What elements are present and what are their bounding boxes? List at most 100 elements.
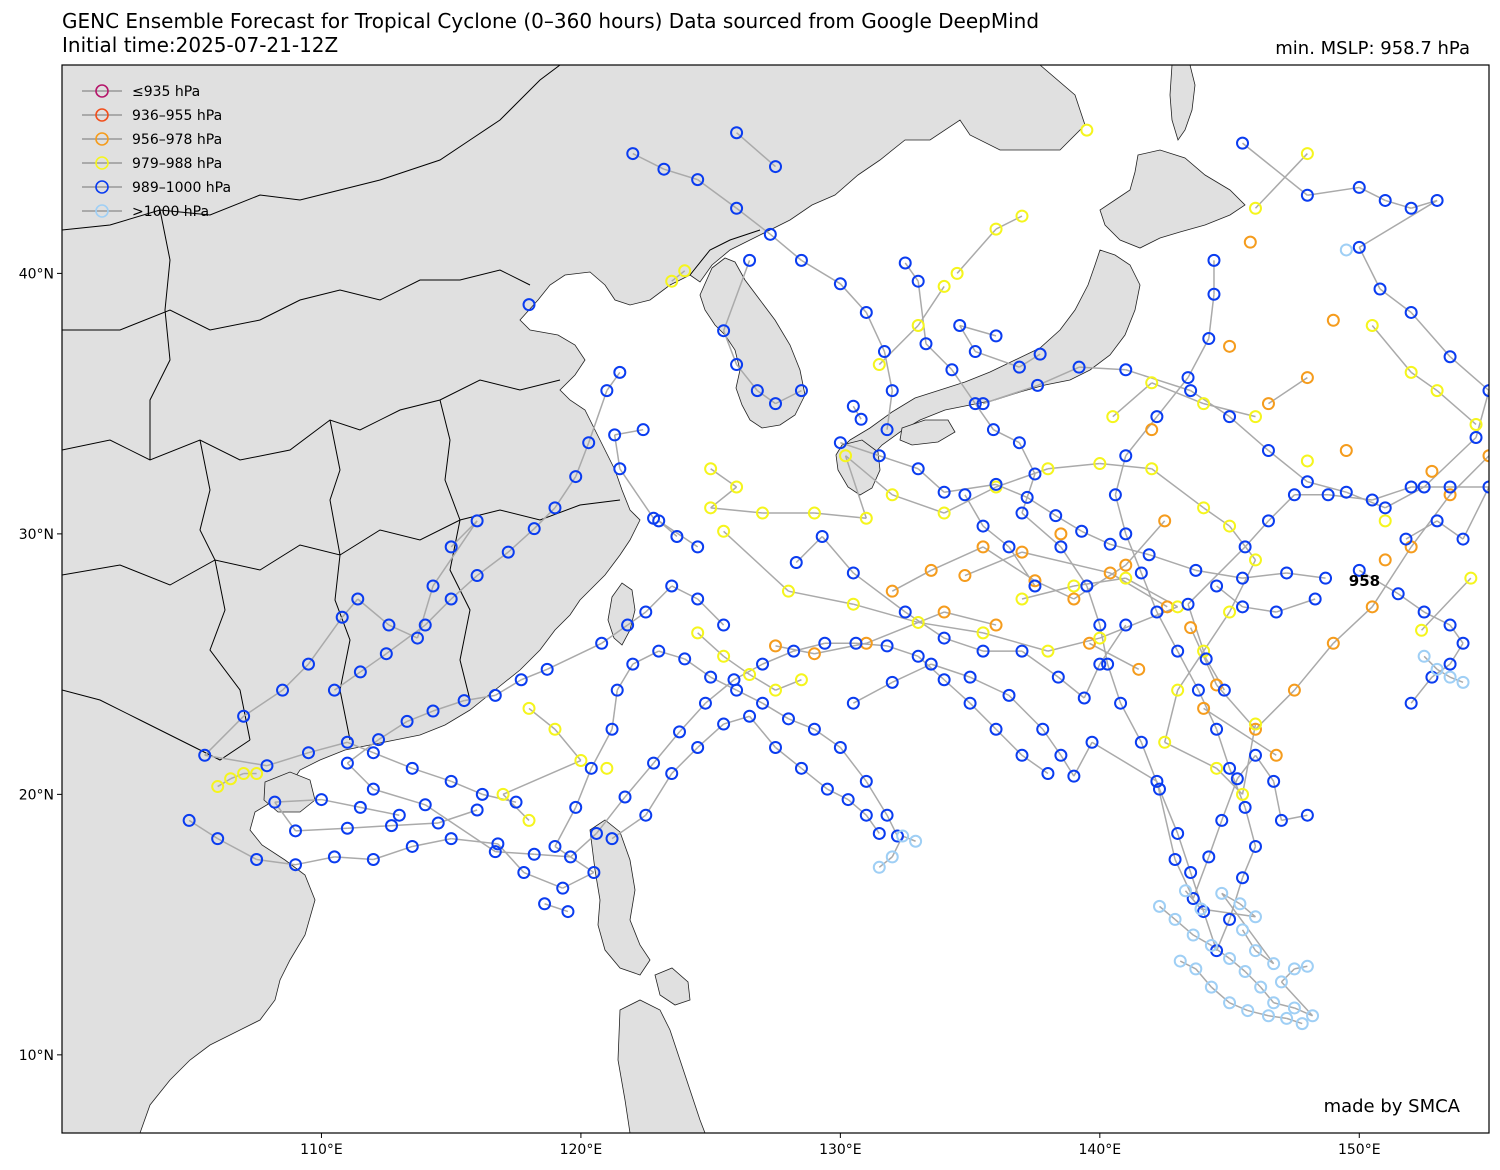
pressure-marker — [1241, 1004, 1255, 1018]
pressure-marker — [937, 279, 951, 293]
track-segment — [1164, 741, 1217, 769]
pressure-marker — [405, 761, 419, 775]
pressure-marker — [1261, 514, 1275, 528]
pressure-marker — [1417, 605, 1431, 619]
pressure-marker — [600, 384, 614, 398]
track-segment — [391, 822, 439, 827]
pressure-marker — [1049, 509, 1063, 523]
pressure-marker — [1210, 579, 1224, 593]
track-segment — [1358, 569, 1399, 595]
pressure-marker — [626, 657, 640, 671]
pressure-marker — [1321, 488, 1335, 502]
pressure-marker — [1093, 457, 1107, 471]
pressure-marker — [1171, 826, 1185, 840]
pressure-marker — [1223, 912, 1237, 926]
track-segment — [951, 369, 976, 405]
track-segment — [1229, 1002, 1249, 1012]
track-segment — [1247, 1009, 1269, 1017]
land-sakhalin — [1169, 65, 1196, 141]
pressure-marker — [522, 298, 536, 312]
pressure-marker — [1036, 722, 1050, 736]
pressure-marker — [833, 277, 847, 291]
pressure-marker — [1287, 1001, 1301, 1015]
pressure-marker — [1197, 397, 1211, 411]
track-segment — [544, 903, 569, 913]
legend-label: ≤935 hPa — [132, 84, 200, 100]
pressure-marker — [769, 397, 782, 411]
track-segment — [658, 520, 699, 548]
land-visayas — [654, 967, 691, 1006]
track-segment — [982, 632, 1049, 652]
pressure-marker — [366, 746, 380, 760]
pressure-marker — [950, 266, 964, 280]
track-segment — [1293, 642, 1334, 691]
track-segment — [1091, 741, 1158, 782]
track-segment — [736, 207, 771, 235]
pressure-marker — [1430, 662, 1444, 676]
pressure-marker — [548, 722, 562, 736]
track-segment — [1159, 905, 1176, 920]
track-segment — [1384, 486, 1425, 509]
track-segment — [865, 780, 888, 816]
pressure-marker — [1267, 957, 1281, 971]
track-segment — [554, 807, 577, 847]
track-segment — [1140, 572, 1158, 613]
track-segment — [1280, 968, 1295, 983]
pressure-marker — [1012, 360, 1026, 374]
pressure-marker — [1150, 410, 1164, 424]
pressure-marker — [1215, 813, 1229, 827]
legend-marker — [95, 84, 109, 98]
track-segment — [1176, 833, 1192, 873]
pressure-marker — [372, 733, 386, 747]
track-segment — [1254, 689, 1295, 730]
pressure-marker — [1339, 444, 1353, 458]
pressure-marker — [730, 201, 744, 215]
track-segment — [1195, 569, 1243, 579]
track-segment — [852, 405, 862, 420]
pressure-marker — [1103, 566, 1117, 580]
pressure-marker — [548, 839, 562, 853]
land-japan-hokkaido — [1099, 149, 1246, 249]
pressure-marker — [937, 605, 951, 619]
track-segment — [1358, 199, 1438, 248]
pressure-marker — [595, 636, 609, 650]
pressure-marker — [224, 772, 238, 786]
pressure-marker — [1248, 839, 1262, 853]
track-segment — [671, 270, 686, 282]
track-segment — [347, 824, 392, 829]
pressure-marker — [781, 712, 795, 726]
pressure-marker — [717, 618, 731, 632]
pressure-marker — [1267, 996, 1281, 1010]
pressure-marker — [989, 618, 1003, 632]
pressure-marker — [937, 673, 951, 687]
track-segment — [975, 350, 1020, 368]
pressure-marker — [1093, 657, 1107, 671]
lon-tick-label: 130°E — [819, 1142, 862, 1158]
pressure-marker — [608, 428, 622, 442]
pressure-marker — [335, 610, 349, 624]
pressure-marker — [1199, 652, 1213, 666]
pressure-marker — [431, 816, 445, 830]
pressure-marker — [1308, 592, 1322, 606]
pressure-marker — [880, 808, 894, 822]
track-segment — [424, 804, 496, 853]
pressure-marker — [1417, 480, 1431, 494]
track-segment — [886, 390, 893, 430]
track-segment — [1177, 650, 1205, 691]
pressure-marker — [691, 173, 705, 187]
track-segment — [1254, 153, 1308, 209]
pressure-marker — [896, 829, 910, 843]
pressure-marker — [1254, 980, 1268, 994]
pressure-marker — [418, 798, 432, 812]
track-segment — [930, 663, 971, 678]
pressure-marker — [491, 837, 505, 851]
pressure-marker — [626, 147, 640, 161]
track-segment — [360, 806, 400, 816]
pressure-marker — [582, 436, 596, 450]
pressure-marker — [898, 605, 912, 619]
track-segment — [1192, 856, 1210, 899]
track-segment — [307, 616, 343, 665]
pressure-marker — [1002, 540, 1016, 554]
track-segment — [412, 837, 452, 848]
